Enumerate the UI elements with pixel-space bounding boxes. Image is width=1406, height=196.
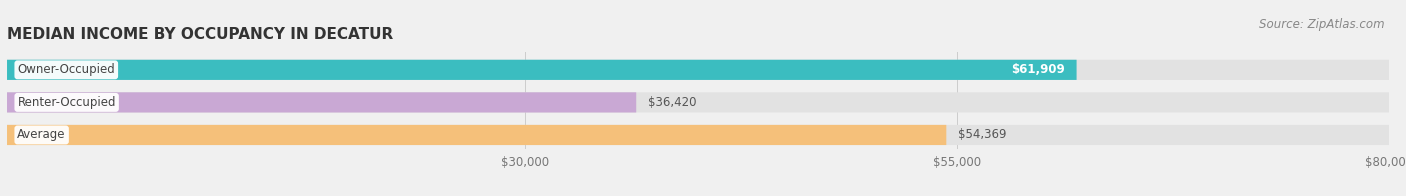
Text: Average: Average xyxy=(17,128,66,142)
FancyBboxPatch shape xyxy=(7,125,1389,145)
Text: Renter-Occupied: Renter-Occupied xyxy=(17,96,115,109)
FancyBboxPatch shape xyxy=(7,92,637,113)
FancyBboxPatch shape xyxy=(7,125,946,145)
Text: $36,420: $36,420 xyxy=(648,96,697,109)
Text: Owner-Occupied: Owner-Occupied xyxy=(17,63,115,76)
Text: Source: ZipAtlas.com: Source: ZipAtlas.com xyxy=(1260,18,1385,31)
Text: $54,369: $54,369 xyxy=(959,128,1007,142)
FancyBboxPatch shape xyxy=(7,92,1389,113)
FancyBboxPatch shape xyxy=(7,60,1389,80)
Text: MEDIAN INCOME BY OCCUPANCY IN DECATUR: MEDIAN INCOME BY OCCUPANCY IN DECATUR xyxy=(7,27,394,42)
Text: $61,909: $61,909 xyxy=(1011,63,1064,76)
FancyBboxPatch shape xyxy=(7,60,1077,80)
